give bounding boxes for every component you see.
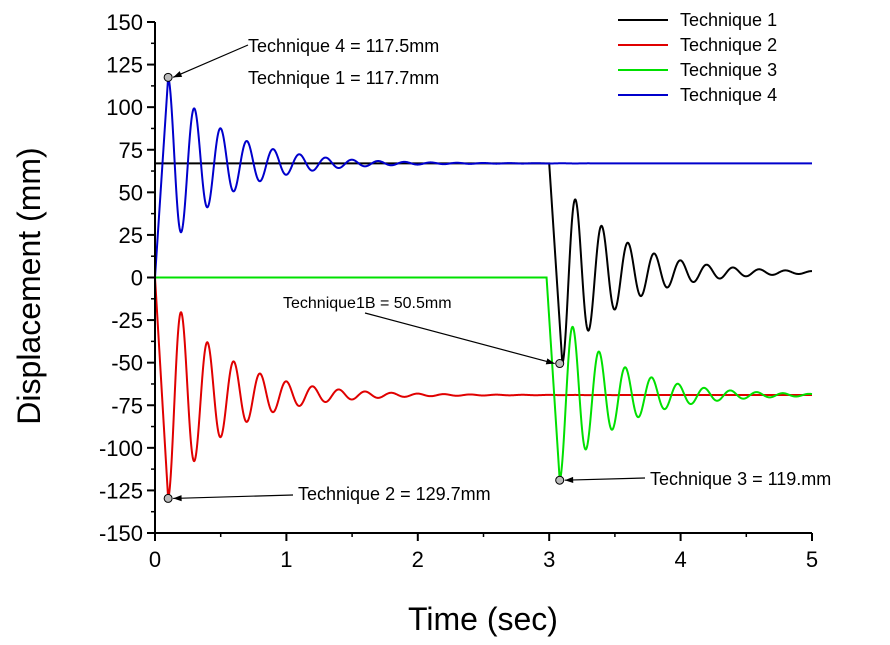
series-line-technique-3 xyxy=(155,276,813,485)
annotation-arrow xyxy=(172,44,249,78)
annotation-arrow xyxy=(173,494,294,500)
annotation-arrowhead xyxy=(545,358,555,365)
legend-label: Technique 4 xyxy=(680,85,777,105)
legend: Technique 1 Technique 2 Technique 3 Techniq… xyxy=(618,10,777,105)
y-tick-label: -50 xyxy=(111,351,143,376)
x-tick-label: 2 xyxy=(412,547,424,572)
y-tick-label: -100 xyxy=(99,436,143,461)
y-tick-label: 125 xyxy=(106,53,143,78)
y-tick-label: -25 xyxy=(111,308,143,333)
y-tick-label: 25 xyxy=(119,223,143,248)
x-tick-label: 5 xyxy=(806,547,818,572)
y-tick-label: 75 xyxy=(119,138,143,163)
annotation-marker xyxy=(163,72,173,82)
annotation-marker xyxy=(163,493,173,503)
series-line-technique-1 xyxy=(155,162,812,364)
annotation-arrow xyxy=(564,477,646,481)
legend-label: Technique 3 xyxy=(680,60,777,80)
y-tick-label: 0 xyxy=(131,266,143,291)
y-tick-label: -150 xyxy=(99,521,143,546)
x-tick-label: 3 xyxy=(543,547,555,572)
y-tick-label: -75 xyxy=(111,393,143,418)
annotation-label: Technique 2 = 129.7mm xyxy=(298,484,491,504)
x-tick-label: 1 xyxy=(280,547,292,572)
y-axis-title: Displacement (mm) xyxy=(11,147,47,424)
y-tick-label: 100 xyxy=(106,95,143,120)
legend-label: Technique 1 xyxy=(680,10,777,30)
series-line-technique-2 xyxy=(154,277,812,499)
series-line-technique-4 xyxy=(154,73,812,278)
annotation-marker xyxy=(555,359,565,369)
annotation-layer: Technique 4 = 117.5mm Technique 1 = 117.7… xyxy=(163,36,831,504)
x-tick-label: 0 xyxy=(149,547,161,572)
x-tick-label: 4 xyxy=(674,547,686,572)
annotation-label: Technique 3 = 119.mm xyxy=(650,469,831,489)
annotation-arrowhead xyxy=(173,495,182,502)
annotation-arrowhead xyxy=(564,476,574,484)
annotation-label: Technique 4 = 117.5mm xyxy=(248,36,439,56)
annotation-arrowhead xyxy=(173,71,183,78)
legend-label: Technique 2 xyxy=(680,35,777,55)
annotation-label: Technique1B = 50.5mm xyxy=(283,295,452,312)
annotation-arrow xyxy=(364,312,555,365)
series-layer xyxy=(154,73,813,499)
y-tick-label: -125 xyxy=(99,478,143,503)
y-tick-label: 50 xyxy=(119,180,143,205)
annotation-marker xyxy=(555,475,565,485)
y-tick-label: 150 xyxy=(106,10,143,35)
annotation-label: Technique 1 = 117.7mm xyxy=(248,68,439,88)
x-axis-title: Time (sec) xyxy=(408,601,558,637)
